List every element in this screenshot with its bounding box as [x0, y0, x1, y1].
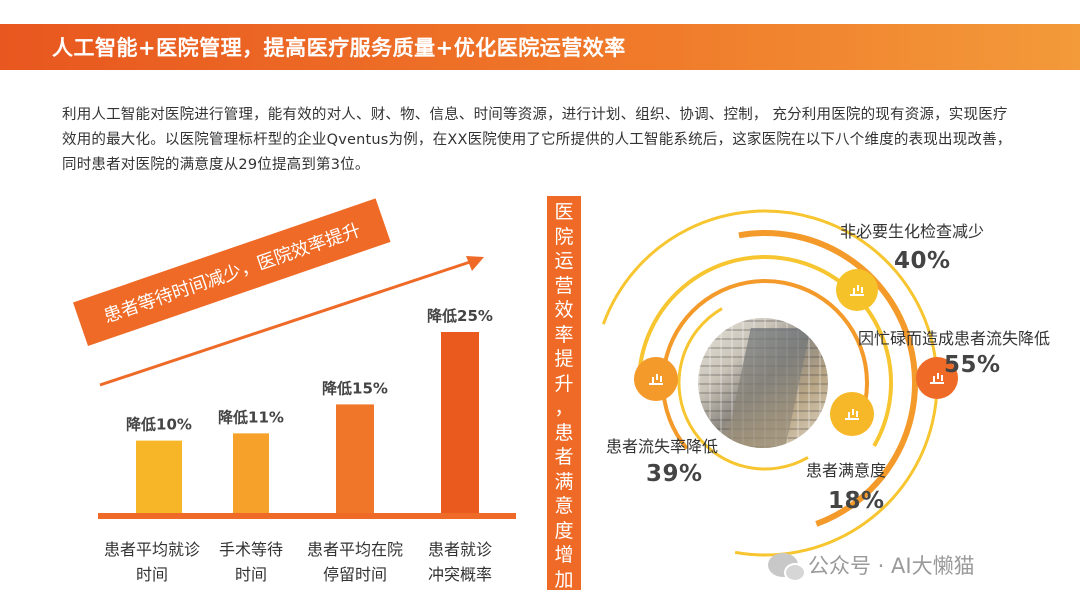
vertical-banner-char: 提 — [554, 348, 574, 370]
vertical-banner-char: 加 — [554, 568, 574, 591]
stat-value-4: 18% — [828, 488, 885, 514]
vertical-banner-char: 率 — [554, 323, 574, 346]
bar-data-label: 降低10% — [126, 416, 192, 434]
page-title: 人工智能+医院管理，提高医疗服务质量+优化医院运营效率 — [52, 36, 626, 60]
bar — [441, 332, 479, 513]
chart-baseline — [98, 513, 516, 519]
stat-value-2: 55% — [944, 352, 1001, 378]
stat-value-1: 40% — [894, 248, 951, 274]
vertical-banner-char: 营 — [554, 274, 574, 297]
vertical-banner-char: ， — [554, 397, 574, 419]
stat-name-3: 患者流失率降低 — [606, 437, 719, 456]
wechat-icon — [768, 553, 806, 582]
stat-name-1: 非必要生化检查减少 — [840, 222, 985, 241]
bar-data-label: 降低25% — [427, 307, 493, 325]
category-label: 时间 — [235, 565, 267, 584]
category-label: 患者平均在院 — [307, 540, 403, 559]
watermark-text: 公众号 · AI大懒猫 — [808, 554, 975, 578]
bar-chart-icon — [649, 374, 663, 385]
stat-value-3: 39% — [646, 461, 703, 487]
vertical-banner-char: 意 — [554, 495, 574, 517]
bar — [233, 433, 269, 513]
vertical-banner-char: 患 — [554, 421, 574, 444]
efficiency-banner: 患者等待时间减少，医院效率提升 — [73, 198, 391, 346]
vertical-banner-char: 满 — [554, 470, 574, 493]
building-photo — [698, 318, 828, 448]
bar — [336, 404, 374, 513]
stat-node-3 — [634, 357, 678, 401]
watermark: 公众号 · AI大懒猫 — [768, 550, 975, 582]
stat-name-4: 患者满意度 — [806, 461, 887, 480]
category-label: 患者就诊 — [428, 540, 492, 559]
stat-node-4 — [830, 392, 874, 436]
stat-name-2: 因忙碌而造成患者流失降低 — [858, 329, 1051, 348]
bar-chart: 降低10%患者平均就诊时间降低11%手术等待时间降低15%患者平均在院停留时间降… — [98, 307, 516, 584]
vertical-banner-char: 院 — [554, 225, 574, 248]
vertical-banner-char: 升 — [554, 372, 574, 395]
trend-arrow-head — [466, 256, 484, 271]
bar-data-label: 降低15% — [322, 379, 388, 397]
vertical-banner-char: 者 — [554, 446, 574, 468]
bar-chart-icon — [845, 409, 859, 420]
category-label: 患者平均就诊 — [104, 540, 200, 559]
header-bar: 人工智能+医院管理，提高医疗服务质量+优化医院运营效率 — [0, 24, 1080, 70]
intro-paragraph: 利用人工智能对医院进行管理，能有效的对人、财、物、信息、时间等资源，进行计划、组… — [62, 107, 1012, 173]
efficiency-banner-text: 患者等待时间减少，医院效率提升 — [101, 219, 364, 328]
vertical-banner-char: 医 — [554, 201, 574, 223]
vertical-banner-char: 效 — [554, 299, 574, 321]
vertical-banner-char: 度 — [554, 519, 574, 542]
category-label: 停留时间 — [323, 565, 387, 584]
bar-chart-icon — [930, 373, 944, 384]
stat-node-1 — [836, 269, 878, 311]
vertical-banner-char: 增 — [554, 544, 574, 566]
bar-data-label: 降低11% — [218, 408, 284, 426]
stat-node-2 — [916, 357, 958, 399]
vertical-banner: 医院运营效率提升，患者满意度增加 — [547, 196, 581, 591]
category-label: 冲突概率 — [428, 565, 492, 584]
category-label: 手术等待 — [219, 540, 283, 559]
bar — [136, 440, 182, 513]
category-label: 时间 — [136, 565, 168, 584]
vertical-banner-char: 运 — [554, 250, 574, 272]
bar-chart-icon — [850, 285, 864, 296]
